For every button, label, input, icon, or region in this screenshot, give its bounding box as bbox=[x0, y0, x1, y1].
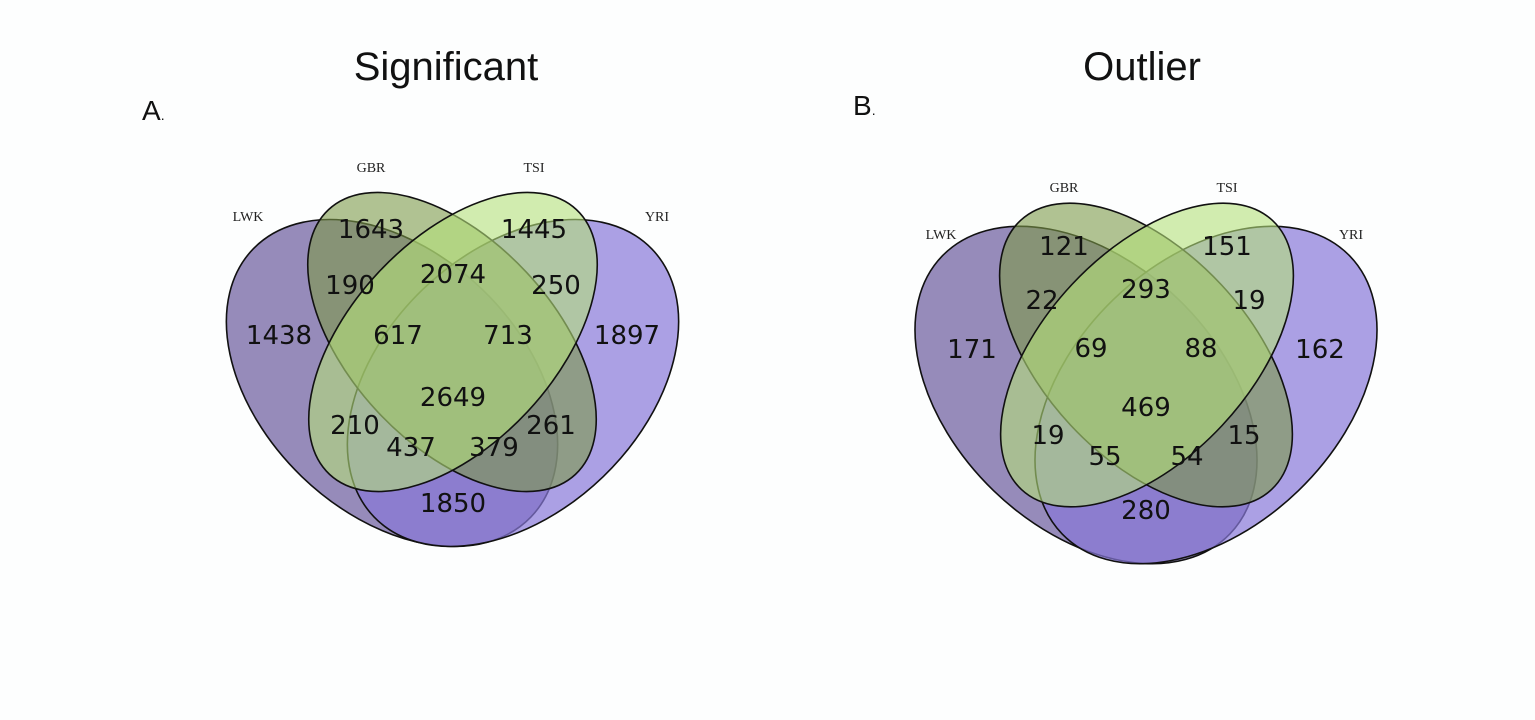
count-yri-only: 1897 bbox=[594, 321, 660, 351]
count-lwk-tsi-yri: 437 bbox=[386, 433, 436, 463]
set-label-gbr: GBR bbox=[1050, 181, 1079, 196]
venn-ellipses bbox=[914, 202, 1378, 565]
count-lwk-gbr-tsi: 617 bbox=[373, 321, 423, 351]
count-gbr-tsi: 293 bbox=[1121, 275, 1171, 305]
count-lwk-gbr-yri: 54 bbox=[1170, 442, 1203, 472]
count-lwk-tsi: 19 bbox=[1031, 421, 1064, 451]
count-lwk-yri: 1850 bbox=[420, 489, 486, 519]
panel-title: Significant bbox=[354, 45, 539, 89]
count-gbr-only: 1643 bbox=[338, 215, 404, 245]
count-tsi-only: 151 bbox=[1202, 232, 1252, 262]
ellipse-tsi bbox=[307, 191, 599, 493]
count-tsi-yri: 19 bbox=[1232, 286, 1265, 316]
set-label-lwk: LWK bbox=[233, 210, 264, 225]
count-lwk-gbr: 190 bbox=[325, 271, 375, 301]
panel-title: Outlier bbox=[1083, 45, 1201, 89]
count-gbr-tsi: 2074 bbox=[420, 260, 486, 290]
set-label-yri: YRI bbox=[1339, 228, 1363, 243]
venn-ellipses bbox=[225, 191, 680, 548]
count-gbr-yri: 261 bbox=[526, 411, 576, 441]
count-gbr-yri: 15 bbox=[1227, 421, 1260, 451]
count-yri-only: 162 bbox=[1295, 335, 1345, 365]
count-all: 469 bbox=[1121, 393, 1171, 423]
set-label-tsi: TSI bbox=[524, 161, 545, 176]
count-lwk-gbr-yri: 379 bbox=[469, 433, 519, 463]
set-label-gbr: GBR bbox=[357, 161, 386, 176]
count-gbr-tsi-yri: 88 bbox=[1184, 334, 1217, 364]
count-lwk-only: 171 bbox=[947, 335, 997, 365]
set-label-tsi: TSI bbox=[1217, 181, 1238, 196]
region-counts: 171 121 151 162 22 293 19 69 88 469 19 1… bbox=[947, 232, 1345, 526]
venn-panel-significant: Significant A. LWK GBR TSI YRI 1438 1643… bbox=[142, 45, 680, 548]
count-lwk-tsi: 210 bbox=[330, 411, 380, 441]
count-lwk-gbr: 22 bbox=[1025, 286, 1058, 316]
set-label-lwk: LWK bbox=[926, 228, 957, 243]
count-tsi-only: 1445 bbox=[501, 215, 567, 245]
count-tsi-yri: 250 bbox=[531, 271, 581, 301]
count-lwk-only: 1438 bbox=[246, 321, 312, 351]
region-counts: 1438 1643 1445 1897 190 2074 250 617 713… bbox=[246, 215, 660, 519]
panel-letter: B. bbox=[853, 90, 876, 121]
panel-letter: A. bbox=[142, 95, 165, 126]
count-all: 2649 bbox=[420, 383, 486, 413]
ellipse-tsi bbox=[999, 202, 1295, 508]
count-gbr-only: 121 bbox=[1039, 232, 1089, 262]
count-lwk-gbr-tsi: 69 bbox=[1074, 334, 1107, 364]
set-label-yri: YRI bbox=[645, 210, 669, 225]
count-lwk-tsi-yri: 55 bbox=[1088, 442, 1121, 472]
venn-panel-outlier: Outlier B. LWK GBR TSI YRI 171 121 151 1… bbox=[853, 45, 1378, 565]
count-gbr-tsi-yri: 713 bbox=[483, 321, 533, 351]
count-lwk-yri: 280 bbox=[1121, 496, 1171, 526]
